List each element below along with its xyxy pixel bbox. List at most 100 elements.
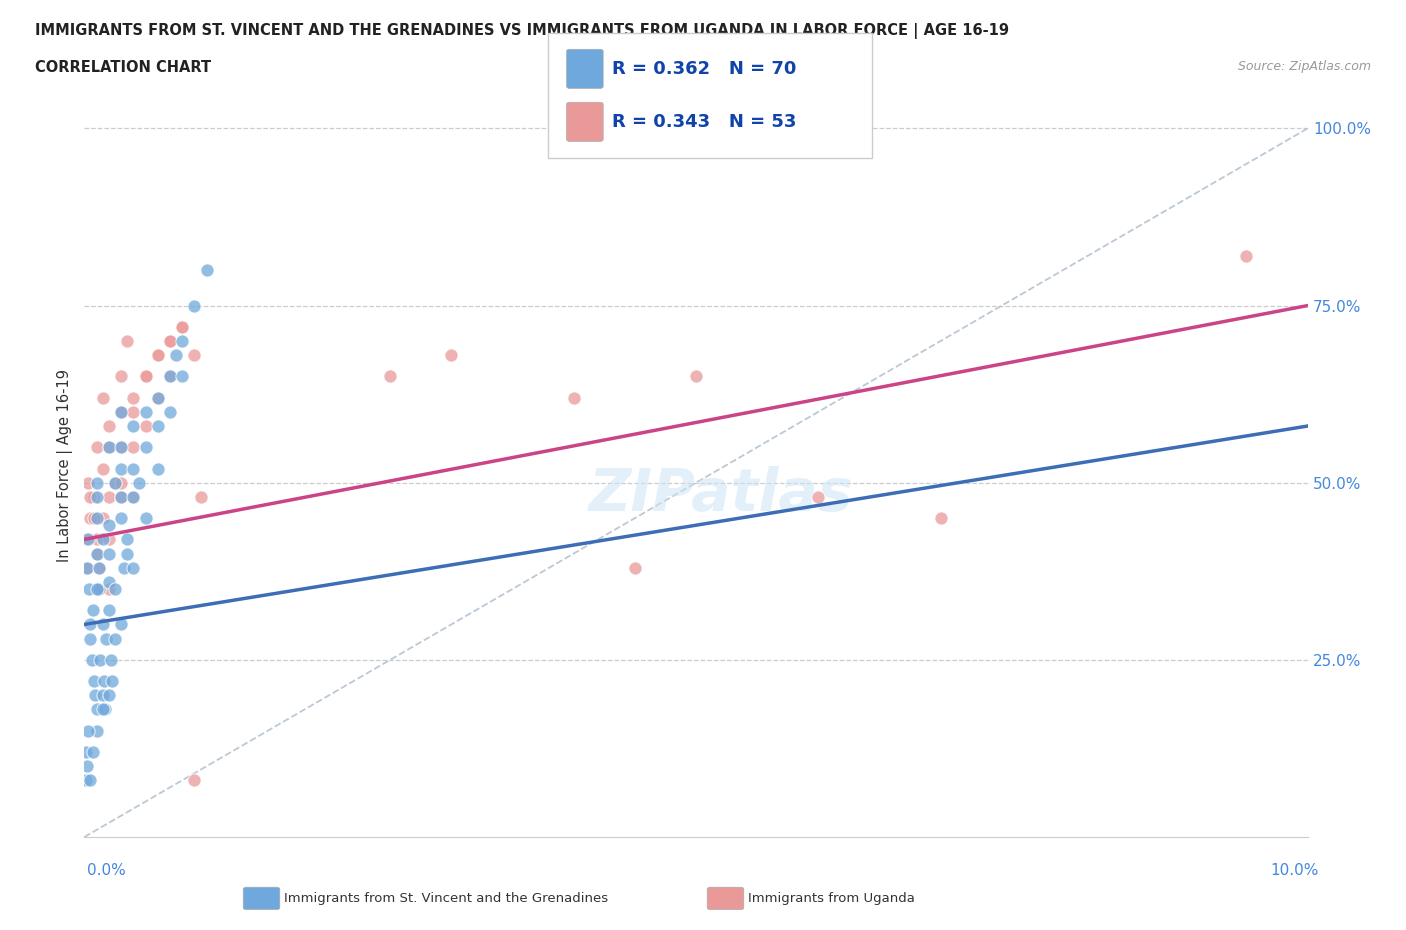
- Text: Source: ZipAtlas.com: Source: ZipAtlas.com: [1237, 60, 1371, 73]
- Point: [110, 489, 132, 504]
- Point: [82, 603, 104, 618]
- Point: [76, 560, 98, 575]
- Point: [83, 673, 105, 688]
- Point: [91, 461, 114, 476]
- Point: [135, 369, 157, 384]
- Point: [91, 702, 114, 717]
- Text: R = 0.343   N = 53: R = 0.343 N = 53: [612, 113, 796, 131]
- Point: [97, 688, 120, 703]
- Point: [97, 440, 120, 455]
- Y-axis label: In Labor Force | Age 16-19: In Labor Force | Age 16-19: [58, 368, 73, 562]
- Point: [159, 369, 181, 384]
- Point: [440, 348, 463, 363]
- Point: [929, 511, 952, 525]
- Point: [135, 405, 157, 419]
- Text: Immigrants from Uganda: Immigrants from Uganda: [748, 892, 915, 905]
- Point: [165, 348, 187, 363]
- Point: [110, 369, 132, 384]
- Point: [91, 391, 114, 405]
- Point: [110, 475, 132, 490]
- Point: [146, 418, 169, 433]
- Point: [115, 546, 138, 561]
- Point: [83, 489, 105, 504]
- Point: [86, 581, 108, 596]
- Point: [624, 560, 647, 575]
- Point: [146, 391, 169, 405]
- Point: [75, 745, 97, 760]
- Point: [146, 391, 169, 405]
- Point: [97, 575, 120, 590]
- Point: [115, 334, 138, 349]
- Text: 10.0%: 10.0%: [1271, 863, 1319, 878]
- Point: [110, 461, 132, 476]
- Point: [86, 724, 108, 738]
- Text: ZIPatlas: ZIPatlas: [588, 466, 852, 524]
- Point: [79, 631, 101, 646]
- Point: [77, 532, 100, 547]
- Point: [86, 475, 108, 490]
- Point: [86, 440, 108, 455]
- Point: [110, 405, 132, 419]
- Point: [91, 688, 114, 703]
- Point: [190, 489, 212, 504]
- Point: [122, 461, 145, 476]
- Point: [89, 653, 111, 668]
- Point: [79, 489, 101, 504]
- Point: [77, 581, 100, 596]
- Point: [159, 334, 181, 349]
- Point: [91, 532, 114, 547]
- Point: [685, 369, 707, 384]
- Point: [96, 631, 118, 646]
- Point: [110, 511, 132, 525]
- Point: [97, 581, 120, 596]
- Point: [77, 475, 100, 490]
- Point: [79, 773, 101, 788]
- Point: [104, 475, 127, 490]
- Point: [128, 475, 150, 490]
- Point: [146, 348, 169, 363]
- Point: [97, 418, 120, 433]
- Point: [146, 348, 169, 363]
- Point: [87, 560, 110, 575]
- Point: [75, 532, 97, 547]
- Point: [86, 546, 108, 561]
- Text: IMMIGRANTS FROM ST. VINCENT AND THE GRENADINES VS IMMIGRANTS FROM UGANDA IN LABO: IMMIGRANTS FROM ST. VINCENT AND THE GREN…: [35, 23, 1010, 39]
- Point: [115, 532, 138, 547]
- Point: [135, 369, 157, 384]
- Point: [87, 560, 110, 575]
- Point: [83, 511, 105, 525]
- Point: [135, 511, 157, 525]
- Point: [172, 319, 194, 334]
- Point: [76, 560, 98, 575]
- Point: [101, 673, 124, 688]
- Point: [79, 511, 101, 525]
- Point: [97, 546, 120, 561]
- Point: [122, 405, 145, 419]
- Point: [82, 745, 104, 760]
- Point: [84, 688, 107, 703]
- Point: [104, 631, 127, 646]
- Point: [80, 653, 103, 668]
- Point: [104, 581, 127, 596]
- Point: [122, 418, 145, 433]
- Point: [172, 369, 194, 384]
- Point: [97, 489, 120, 504]
- Point: [77, 724, 100, 738]
- Point: [807, 489, 830, 504]
- Point: [91, 511, 114, 525]
- Point: [562, 391, 585, 405]
- Point: [79, 617, 101, 631]
- Point: [110, 440, 132, 455]
- Point: [86, 489, 108, 504]
- Point: [97, 603, 120, 618]
- Point: [122, 560, 145, 575]
- Text: CORRELATION CHART: CORRELATION CHART: [35, 60, 211, 75]
- Point: [135, 440, 157, 455]
- Point: [195, 262, 218, 277]
- Point: [159, 369, 181, 384]
- Point: [122, 391, 145, 405]
- Point: [122, 489, 145, 504]
- Point: [93, 673, 115, 688]
- Point: [112, 560, 135, 575]
- Point: [122, 489, 145, 504]
